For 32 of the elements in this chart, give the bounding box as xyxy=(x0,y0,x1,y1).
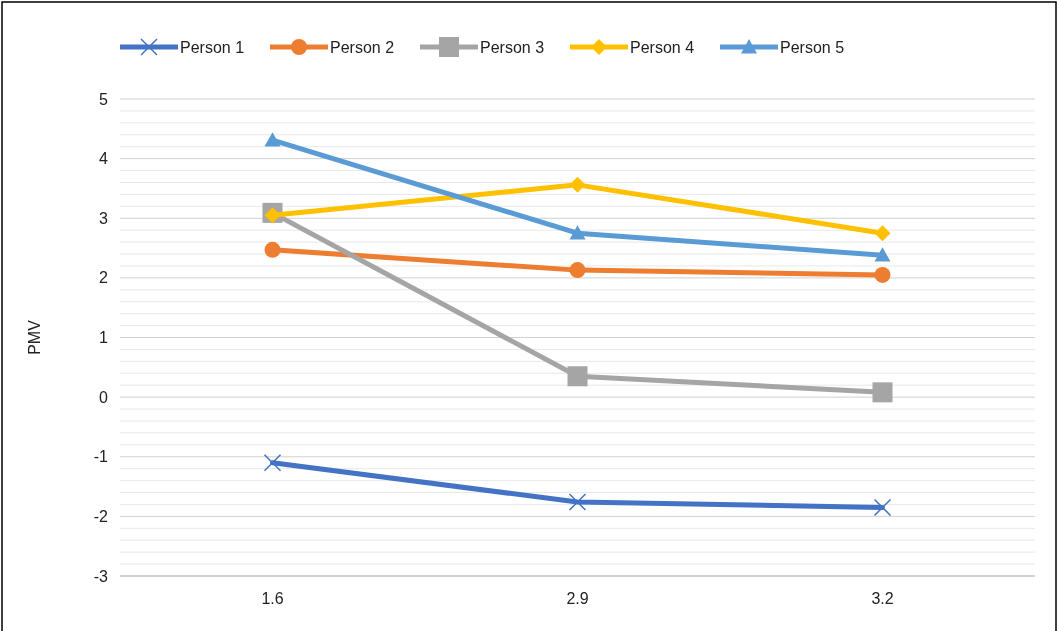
x-tick-label: 3.2 xyxy=(871,590,894,607)
point xyxy=(263,453,282,472)
point xyxy=(569,176,586,193)
legend-label: Person 3 xyxy=(480,38,545,56)
point xyxy=(569,262,586,279)
point xyxy=(874,266,891,283)
point xyxy=(569,225,586,240)
y-tick-label: 0 xyxy=(99,388,109,406)
y-tick-label: -1 xyxy=(93,448,109,466)
y-tick-label: 3 xyxy=(99,209,109,227)
y-tick-label: -3 xyxy=(93,567,109,585)
x-tick-label: 2.9 xyxy=(566,590,589,607)
legend-label: Person 2 xyxy=(330,38,395,56)
point xyxy=(567,366,588,387)
point xyxy=(568,493,587,511)
point xyxy=(264,207,281,224)
point xyxy=(874,247,891,262)
y-tick-label: 1 xyxy=(99,329,109,347)
y-tick-label: -2 xyxy=(93,507,109,525)
legend-label: Person 4 xyxy=(630,38,695,56)
legend-label: Person 1 xyxy=(180,38,245,56)
point xyxy=(873,498,892,517)
y-axis-title: PMV xyxy=(26,319,43,355)
point xyxy=(874,225,891,242)
y-tick-label: 5 xyxy=(99,90,109,108)
legend-label: Person 5 xyxy=(780,38,845,56)
y-tick-label: 2 xyxy=(99,269,109,287)
y-tick-label: 4 xyxy=(99,150,109,168)
point xyxy=(872,382,893,403)
point xyxy=(264,241,281,258)
x-tick-label: 1.6 xyxy=(261,590,284,607)
point xyxy=(264,132,281,147)
